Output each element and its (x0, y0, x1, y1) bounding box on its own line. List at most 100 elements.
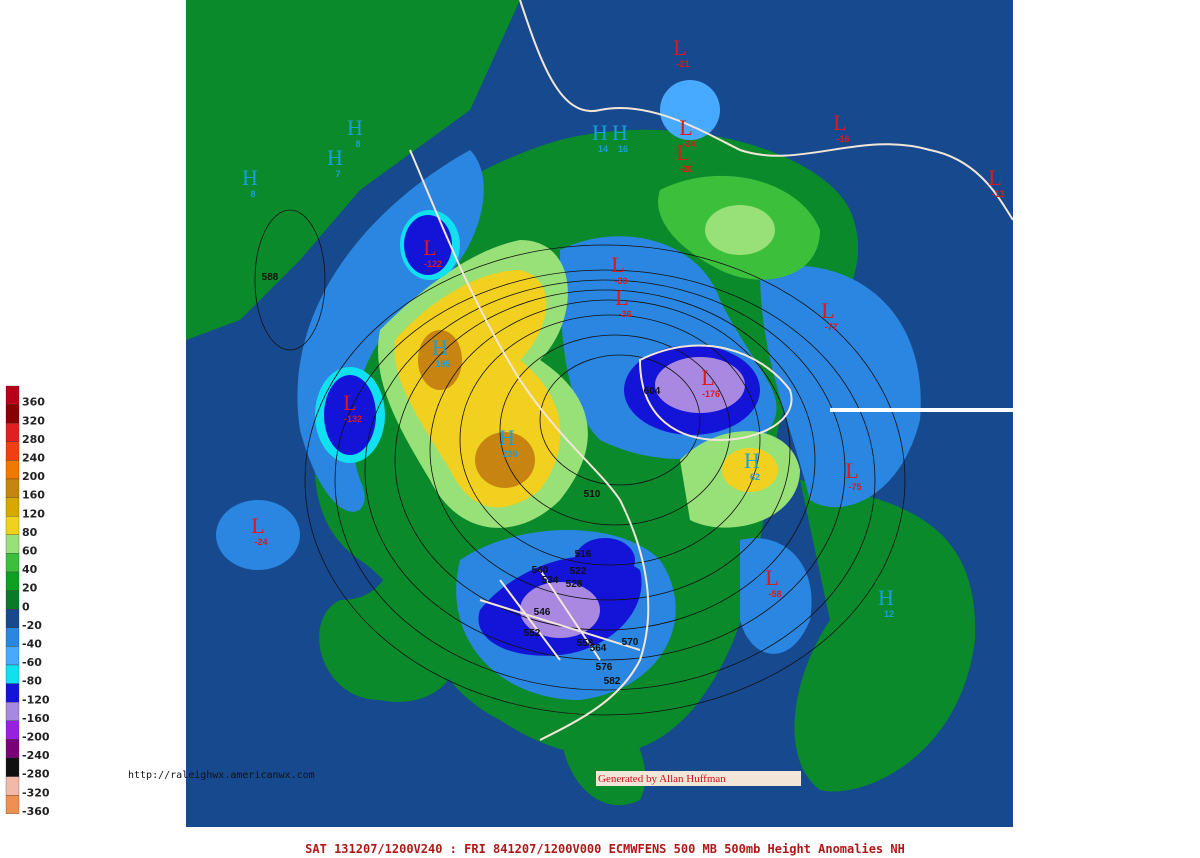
center-letter: H (242, 165, 258, 190)
credit: Generated by Allan Huffman (598, 773, 726, 785)
anomaly-region (475, 432, 535, 488)
legend-label: -280 (22, 768, 50, 781)
contour-labels: 5886045105165225285345405465525585645705… (262, 272, 661, 687)
legend-swatch (5, 795, 20, 814)
contour-label: 510 (584, 489, 601, 500)
legend-label: -160 (22, 712, 50, 725)
center-letter: L (676, 140, 689, 165)
height-contours (254, 209, 906, 716)
legend-swatch (5, 683, 20, 703)
legend-swatch (5, 609, 20, 628)
center-letter: L (765, 565, 778, 590)
legend-label: 360 (22, 396, 45, 409)
contour-label: 576 (596, 662, 613, 673)
center-value: 12 (884, 609, 894, 619)
center-value: -36 (618, 309, 631, 319)
center-value: -132 (344, 414, 362, 424)
anomaly-region (216, 500, 300, 570)
center-letter: L (845, 458, 858, 483)
contour-label: 522 (570, 566, 587, 577)
center-letter: L (679, 115, 692, 140)
center-value: -176 (702, 389, 720, 399)
legend-label: 40 (22, 563, 38, 576)
legend-swatch (5, 516, 20, 535)
center-letter: L (615, 285, 628, 310)
anomaly-region (324, 375, 376, 455)
center-value: 195 (435, 359, 450, 369)
center-letter: L (673, 35, 686, 60)
center-letter: H (347, 115, 363, 140)
center-value: 7 (335, 169, 340, 179)
contour-label: 534 (542, 575, 559, 586)
legend-label: 320 (22, 414, 45, 427)
contour-label: 528 (566, 579, 583, 590)
center-letter: H (432, 335, 448, 360)
center-value: 16 (618, 144, 628, 154)
legend-label: -200 (22, 731, 50, 744)
credit-box (596, 771, 801, 786)
contour-label: 552 (524, 628, 541, 639)
center-letter: L (821, 298, 834, 323)
legend-swatch (5, 385, 20, 405)
legend-swatch (5, 460, 20, 480)
contour-label: 516 (575, 549, 592, 560)
contour-label: 570 (622, 637, 639, 648)
center-letter: L (988, 165, 1001, 190)
legend-label: -60 (22, 656, 42, 669)
contour-label: 546 (534, 607, 551, 618)
center-value: -24 (254, 537, 267, 547)
legend-swatch (5, 571, 20, 591)
legend-swatch (5, 497, 20, 517)
legend-label: 120 (22, 507, 45, 520)
contour-label: 588 (262, 272, 279, 283)
legend-swatch (5, 534, 20, 554)
legend-swatch (5, 423, 20, 442)
legend-label: 0 (22, 600, 30, 613)
legend-swatch (5, 720, 20, 740)
center-value: -21 (676, 59, 689, 69)
legend-swatch (5, 478, 20, 498)
center-value: -122 (424, 259, 442, 269)
center-value: 8 (355, 139, 360, 149)
map-area (186, 0, 1013, 827)
contour-label: 604 (644, 386, 661, 397)
center-value: -77 (824, 322, 837, 332)
legend-swatch (5, 404, 20, 424)
anomaly-region (722, 448, 778, 492)
center-letter: L (251, 513, 264, 538)
legend-swatch (5, 590, 20, 610)
anomaly-region (740, 538, 812, 654)
pressure-centers: L-21L-34L-20L-16L-13L-122 L-30L-36 L-77L-1… (242, 35, 1004, 619)
legend-swatch (5, 627, 20, 647)
legend-label: -360 (22, 805, 50, 818)
legend: 360320280240200160120806040200-20-40-60-… (5, 385, 50, 818)
center-value: -58 (768, 589, 781, 599)
legend-swatch (5, 776, 20, 796)
legend-swatch (5, 702, 20, 721)
legend-label: 80 (22, 526, 38, 539)
anomaly-region (575, 538, 635, 582)
legend-swatch (5, 757, 20, 777)
legend-swatch (5, 646, 20, 666)
anomaly-region (760, 265, 921, 508)
contour-label: 540 (532, 565, 549, 576)
legend-label: -240 (22, 749, 50, 762)
source-url: http://raleighwx.americanwx.com (128, 770, 315, 781)
anomaly-region (655, 357, 745, 413)
anomaly-region (660, 80, 720, 140)
center-letter: H (327, 145, 343, 170)
legend-label: 60 (22, 545, 38, 558)
center-letter: H (612, 120, 628, 145)
center-value: 62 (750, 472, 760, 482)
legend-label: -120 (22, 693, 50, 706)
contour-label: 582 (604, 676, 621, 687)
center-letter: L (701, 365, 714, 390)
center-value: 14 (598, 144, 608, 154)
map-title: SAT 131207/1200V240 : FRI 841207/1200V00… (305, 842, 905, 856)
legend-label: -80 (22, 675, 42, 688)
legend-label: 280 (22, 433, 45, 446)
legend-label: -20 (22, 619, 42, 632)
legend-label: -40 (22, 638, 42, 651)
